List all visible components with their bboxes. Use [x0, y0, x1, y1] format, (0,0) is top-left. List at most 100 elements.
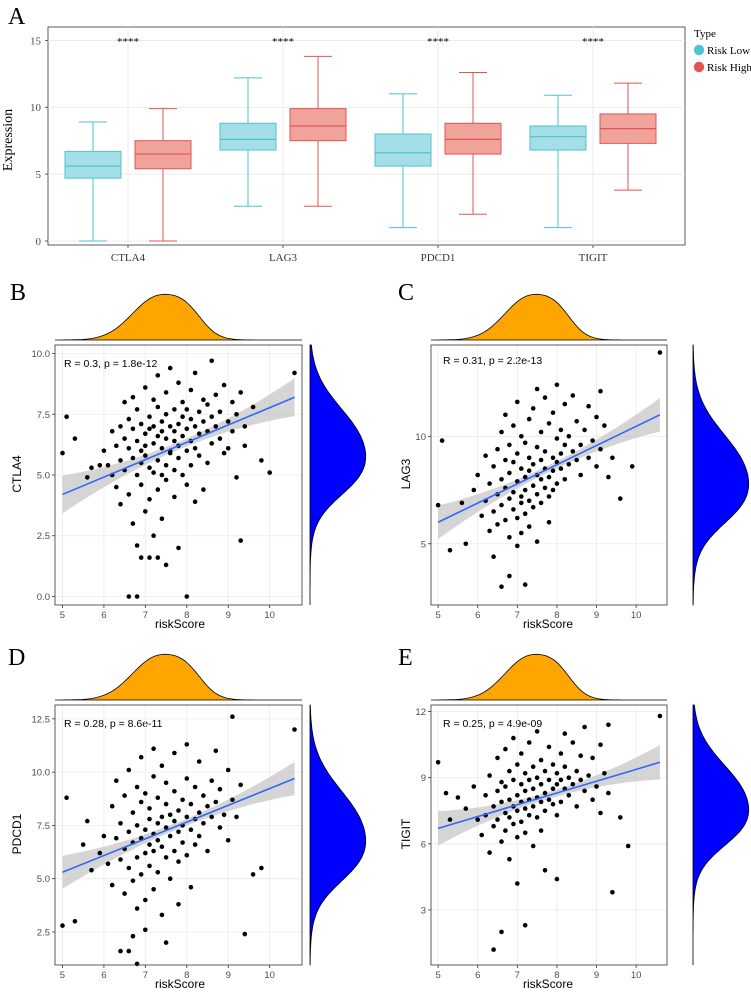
- data-point: [167, 812, 173, 818]
- data-point: [118, 501, 123, 507]
- data-point: [159, 472, 165, 478]
- data-point: [590, 438, 595, 443]
- data-point: [238, 390, 243, 395]
- x-tick-label: 9: [226, 970, 231, 981]
- data-point: [475, 472, 481, 478]
- data-point: [201, 487, 206, 492]
- data-point: [479, 832, 485, 838]
- y-tick-label: 9: [421, 773, 426, 784]
- data-point: [606, 790, 611, 796]
- data-point: [138, 421, 144, 427]
- data-point: [180, 797, 185, 803]
- data-point: [657, 713, 663, 719]
- data-point: [606, 474, 611, 480]
- x-tick-label: 6: [475, 970, 480, 981]
- x-tick-label-ctla4: CTLA4: [111, 252, 146, 264]
- data-point: [526, 498, 532, 504]
- significance-markers: **** **** **** ****: [117, 36, 604, 48]
- data-point: [267, 470, 273, 475]
- data-point: [209, 814, 214, 820]
- data-point: [538, 500, 544, 506]
- data-point: [138, 872, 144, 877]
- data-point: [184, 448, 190, 454]
- y-tick-label: 5.0: [37, 874, 50, 885]
- data-point: [487, 481, 492, 486]
- data-point: [159, 516, 165, 521]
- data-point: [147, 806, 152, 811]
- data-point: [503, 457, 508, 463]
- marginal-density-top-c: [431, 293, 667, 341]
- data-point: [126, 492, 132, 497]
- panel-letter-a: A: [8, 4, 26, 30]
- data-point: [526, 416, 532, 422]
- data-point: [558, 751, 564, 756]
- y-tick-label: 0: [36, 236, 42, 248]
- data-point: [602, 771, 607, 776]
- data-point: [491, 509, 496, 514]
- data-point: [184, 852, 190, 858]
- data-point: [151, 774, 156, 779]
- data-point: [515, 793, 520, 798]
- data-point: [143, 509, 148, 514]
- data-point: [155, 458, 161, 463]
- boxplot-frame: [47, 26, 686, 246]
- data-point: [503, 810, 508, 816]
- data-point: [147, 842, 152, 847]
- boxplot-y-axis: 0 5 10 15: [30, 35, 48, 248]
- data-point: [503, 412, 508, 418]
- legend-risk-high-label: Risk High: [707, 62, 751, 74]
- marginal-density-top-b: [55, 293, 302, 341]
- x-tick-label: 6: [101, 970, 106, 981]
- legend-title: Type: [694, 28, 716, 40]
- data-point: [167, 833, 173, 839]
- data-point: [538, 757, 544, 763]
- data-point: [151, 746, 156, 751]
- data-point: [562, 401, 568, 407]
- data-point: [192, 499, 198, 505]
- data-point: [522, 511, 528, 516]
- data-point: [192, 370, 198, 376]
- data-point: [172, 789, 177, 794]
- data-point: [130, 878, 136, 884]
- data-point: [196, 759, 202, 764]
- data-point: [542, 395, 548, 400]
- data-point: [155, 373, 161, 378]
- box-body: [289, 108, 347, 142]
- data-point: [167, 450, 173, 456]
- data-point: [463, 541, 469, 547]
- data-point: [491, 947, 496, 952]
- data-point: [184, 742, 190, 747]
- data-point: [230, 797, 235, 803]
- data-point: [495, 755, 500, 761]
- data-point: [546, 744, 552, 750]
- data-point: [147, 816, 152, 822]
- data-point: [582, 724, 587, 730]
- x-tick-label: 7: [515, 610, 520, 621]
- gridlines-b: [55, 345, 302, 605]
- data-point: [163, 390, 169, 395]
- data-point: [483, 793, 488, 798]
- y-tick-label: 5: [421, 539, 426, 550]
- data-point: [598, 810, 603, 816]
- data-point: [515, 543, 520, 549]
- data-point: [483, 453, 488, 459]
- data-point: [443, 790, 449, 796]
- scatter-points-c: [435, 350, 663, 589]
- data-point: [522, 582, 528, 587]
- data-point: [242, 931, 248, 937]
- data-point: [180, 399, 185, 405]
- data-point: [151, 848, 156, 854]
- data-point: [618, 815, 623, 820]
- data-point: [522, 440, 528, 446]
- data-point: [188, 801, 194, 807]
- data-point: [130, 810, 136, 815]
- data-point: [172, 407, 177, 412]
- data-point: [147, 555, 152, 560]
- data-point: [538, 477, 544, 482]
- x-tick-label: 8: [184, 970, 189, 981]
- data-point: [570, 393, 576, 398]
- box-lag3-risk-high: [289, 55, 347, 207]
- data-point: [463, 806, 469, 811]
- data-point: [570, 782, 576, 787]
- scatter-panel-d: R = 0.28, p = 8.6e-11 riskScore PDCD1 5 6…: [10, 653, 367, 991]
